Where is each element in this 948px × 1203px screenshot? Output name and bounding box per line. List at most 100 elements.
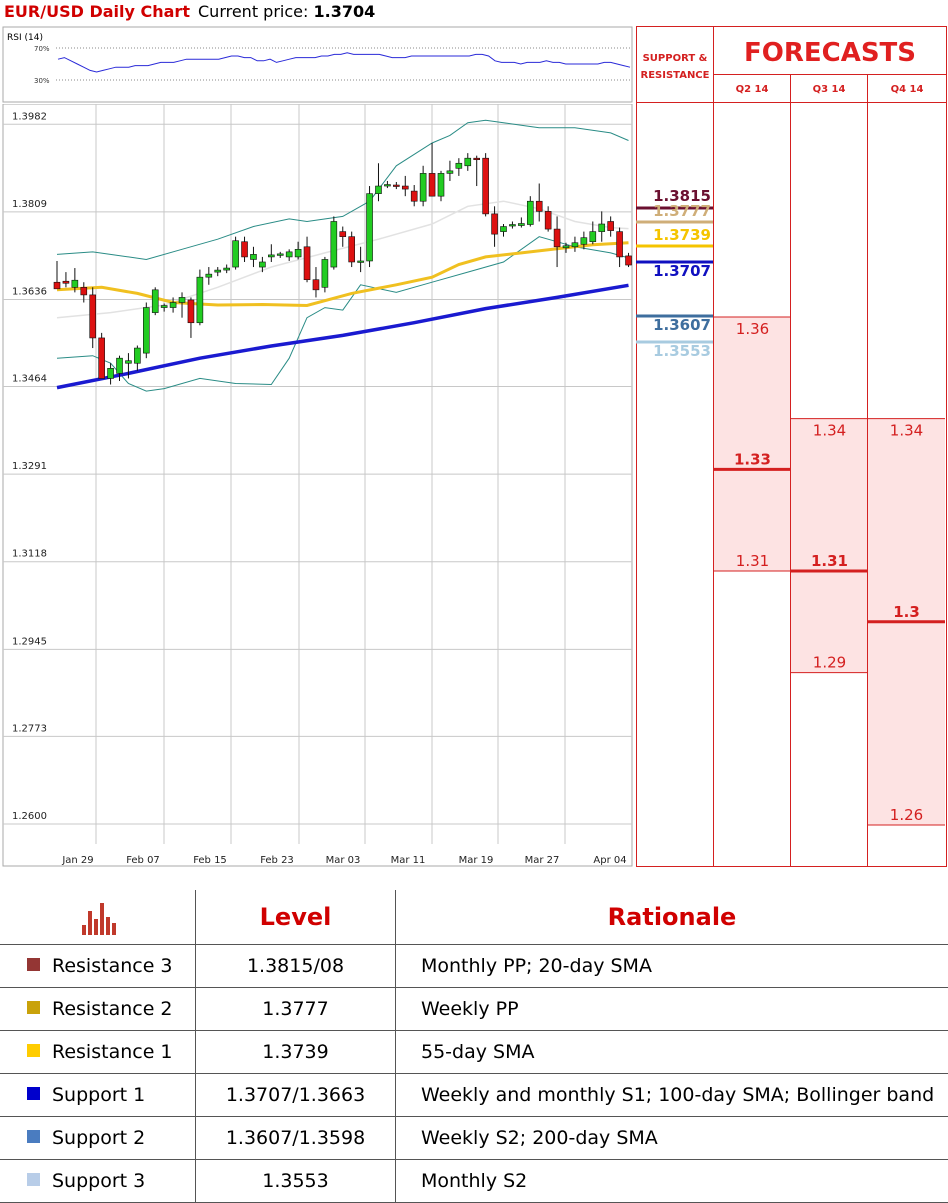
candle-body <box>206 274 212 277</box>
level-value: 1.3607/1.3598 <box>196 1117 396 1160</box>
candle-body <box>125 361 131 364</box>
candle-body <box>581 238 587 245</box>
price-chart: 1.39821.38091.36361.34641.32911.31181.29… <box>0 104 636 868</box>
candle-body <box>224 268 230 270</box>
level-value: 1.3553 <box>196 1160 396 1203</box>
y-tick-label: 1.3291 <box>12 461 47 472</box>
forecast-col-q4: Q4 14 <box>891 84 924 95</box>
forecast-panel: SUPPORT & RESISTANCE FORECASTS Q2 14 Q3 … <box>636 26 948 868</box>
candle <box>197 270 203 326</box>
forecast-high-label: 1.34 <box>813 422 846 440</box>
candle-body <box>322 259 328 287</box>
forecast-range <box>714 317 791 571</box>
candle-body <box>509 225 515 227</box>
level-rationale: Monthly S2 <box>396 1160 948 1203</box>
sr-header-line2: RESISTANCE <box>641 70 710 81</box>
candle-body <box>108 368 114 378</box>
forecast-mid-label: 1.31 <box>811 552 848 570</box>
candle <box>233 237 239 270</box>
forecast-col-q3: Q3 14 <box>813 84 846 95</box>
level-name: Resistance 2 <box>52 998 173 1020</box>
candle-body <box>358 261 364 263</box>
sr-header-line1: SUPPORT & <box>643 53 708 64</box>
candle <box>349 232 355 267</box>
bar-chart-icon <box>79 897 117 937</box>
candle <box>99 333 105 379</box>
candle-body <box>527 201 533 224</box>
rsi-level-70: 70% <box>34 45 50 53</box>
level-color-swatch <box>27 1044 40 1057</box>
candle <box>152 287 158 315</box>
level-color-swatch <box>27 1130 40 1143</box>
level-name: Support 3 <box>52 1170 145 1192</box>
forecast-low-label: 1.26 <box>890 806 923 824</box>
candle-body <box>179 297 185 302</box>
forecast-mid-label: 1.33 <box>734 450 771 468</box>
level-value: 1.3739 <box>196 1031 396 1074</box>
levels-table-header: Level Rationale <box>0 890 948 945</box>
y-tick-label: 1.3636 <box>12 286 47 297</box>
x-tick-label: Feb 15 <box>193 855 227 866</box>
candle-body <box>447 171 453 174</box>
y-tick-label: 1.3118 <box>12 549 47 560</box>
candle-body <box>474 158 480 160</box>
candle-body <box>304 247 310 280</box>
x-tick-label: Feb 07 <box>126 855 160 866</box>
candle-body <box>375 186 381 194</box>
level-rationale: Weekly S2; 200-day SMA <box>396 1117 948 1160</box>
sr-level-label: 1.3777 <box>653 202 711 220</box>
candle-body <box>608 221 614 230</box>
candle-body <box>90 295 96 338</box>
candle-body <box>331 221 337 267</box>
y-tick-label: 1.3982 <box>12 111 47 122</box>
candle-body <box>349 237 355 262</box>
level-value: 1.3815/08 <box>196 945 396 988</box>
candle <box>331 216 337 269</box>
candle-body <box>233 241 239 267</box>
level-column-header: Level <box>196 890 396 945</box>
candle-body <box>411 191 417 201</box>
level-name: Support 1 <box>52 1084 145 1106</box>
candle-body <box>402 186 408 189</box>
forecast-high-label: 1.34 <box>890 422 923 440</box>
candle-body <box>295 249 301 257</box>
forecasts-title: FORECASTS <box>744 38 916 68</box>
y-tick-label: 1.2773 <box>12 723 47 734</box>
x-tick-label: Mar 27 <box>525 855 560 866</box>
x-tick-label: Mar 03 <box>326 855 361 866</box>
candle-body <box>250 254 256 259</box>
level-name-cell: Resistance 2 <box>0 988 196 1031</box>
forecast-low-label: 1.31 <box>736 552 769 570</box>
forecast-low-label: 1.29 <box>813 654 846 672</box>
candle <box>367 186 373 267</box>
candle-body <box>134 348 140 363</box>
candle-body <box>152 290 158 313</box>
candle-body <box>277 254 283 256</box>
candle-body <box>438 173 444 196</box>
x-tick-label: Jan 29 <box>61 855 93 866</box>
candle <box>483 153 489 216</box>
level-rationale: Monthly PP; 20-day SMA <box>396 945 948 988</box>
level-color-swatch <box>27 1001 40 1014</box>
candle <box>322 257 328 292</box>
candle-body <box>54 282 60 289</box>
candle-body <box>501 227 507 232</box>
candle-body <box>215 270 221 272</box>
candle-body <box>340 232 346 237</box>
candle-body <box>63 281 69 283</box>
sr-level-label: 1.3707 <box>653 262 711 280</box>
rsi-label: RSI (14) <box>7 33 43 43</box>
candle-body <box>161 306 167 308</box>
level-name-cell: Support 3 <box>0 1160 196 1203</box>
sr-level-label: 1.3739 <box>653 226 711 244</box>
candle-body <box>420 173 426 201</box>
candle-body <box>599 224 605 232</box>
candle-body <box>563 246 569 248</box>
